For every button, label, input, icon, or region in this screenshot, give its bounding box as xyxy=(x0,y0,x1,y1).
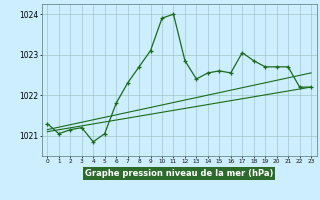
X-axis label: Graphe pression niveau de la mer (hPa): Graphe pression niveau de la mer (hPa) xyxy=(85,169,273,178)
